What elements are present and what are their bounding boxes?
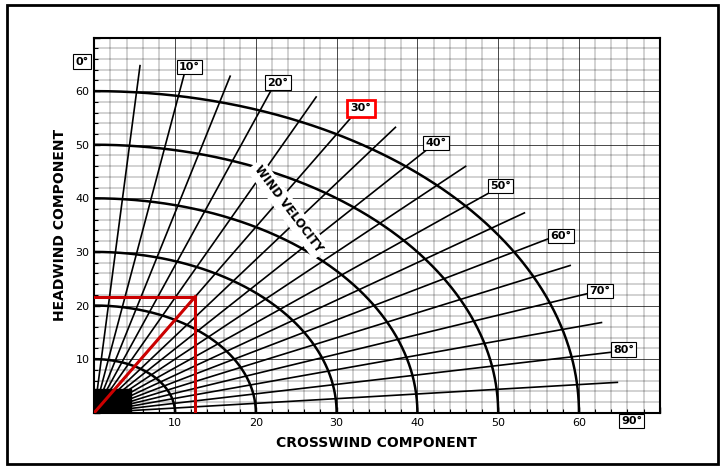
Text: 20°: 20° [268,78,289,88]
Text: 80°: 80° [613,345,634,355]
Text: 70°: 70° [589,286,610,296]
Text: 60°: 60° [550,231,572,241]
Text: 40°: 40° [426,138,447,148]
X-axis label: CROSSWIND COMPONENT: CROSSWIND COMPONENT [276,436,478,450]
Text: 50°: 50° [490,181,511,191]
FancyBboxPatch shape [7,5,718,464]
Text: WIND VELOCITY: WIND VELOCITY [252,163,325,255]
Text: 0°: 0° [75,57,88,67]
Text: 10°: 10° [179,62,200,72]
Text: 30°: 30° [350,103,371,113]
Text: 90°: 90° [621,416,642,426]
Y-axis label: HEADWIND COMPONENT: HEADWIND COMPONENT [53,129,67,321]
